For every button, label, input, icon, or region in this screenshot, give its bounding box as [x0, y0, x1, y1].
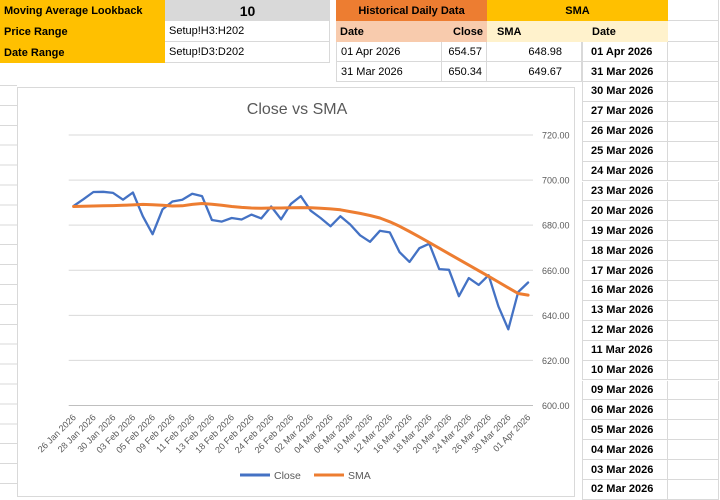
sma-date-cell[interactable]: 04 Mar 2026	[582, 440, 668, 461]
y-axis-tick-label: 640.00	[542, 311, 570, 321]
empty-cell[interactable]	[668, 480, 719, 500]
sma-date-cell[interactable]: 30 Mar 2026	[582, 82, 668, 102]
empty-cell[interactable]	[668, 82, 719, 102]
sma-date-cell[interactable]: 03 Mar 2026	[582, 460, 668, 480]
series-line-sma	[72, 202, 530, 297]
historical-daily-data-header[interactable]: Historical Daily Data	[336, 0, 487, 21]
legend-label-close[interactable]: Close	[274, 470, 301, 482]
sma-value-cell[interactable]: 649.67	[487, 62, 582, 82]
empty-cell[interactable]	[668, 400, 719, 421]
sma-date-cell[interactable]: 20 Mar 2026	[582, 201, 668, 222]
sma-header[interactable]: SMA	[487, 0, 668, 21]
sma-date-cell[interactable]: 10 Mar 2026	[582, 360, 668, 381]
y-axis-tick-label: 720.00	[542, 131, 570, 141]
chart-canvas: 720.00 700.00 680.00 660.00 640.00 620.00 600.…	[36, 101, 570, 482]
empty-cell[interactable]	[668, 101, 719, 122]
sma-date-cell[interactable]: 24 Mar 2026	[582, 161, 668, 182]
empty-cell[interactable]	[668, 360, 719, 381]
historical-date-cell[interactable]: 01 Apr 2026	[336, 42, 442, 62]
chart-title: Close vs SMA	[247, 101, 348, 118]
series-line-close	[72, 190, 530, 331]
historical-date-column-header[interactable]: Date	[336, 21, 442, 42]
empty-cell[interactable]	[668, 221, 719, 242]
sma-date-cell[interactable]: 31 Mar 2026	[582, 62, 668, 82]
y-axis-tick-label: 700.00	[542, 176, 570, 186]
sma-date-cell[interactable]: 19 Mar 2026	[582, 221, 668, 242]
sma-date-cell[interactable]: 17 Mar 2026	[582, 261, 668, 281]
sma-date-cell[interactable]: 13 Mar 2026	[582, 300, 668, 321]
config-label-lookback[interactable]: Moving Average Lookback	[0, 0, 165, 21]
empty-cell[interactable]	[668, 181, 719, 202]
historical-close-column-header[interactable]: Close	[442, 21, 487, 42]
sma-value-cell[interactable]: 648.98	[487, 42, 582, 62]
empty-cell[interactable]	[668, 42, 719, 62]
sma-value-column-header[interactable]: SMA	[487, 21, 582, 42]
empty-cell[interactable]	[668, 0, 719, 21]
sma-date-cell[interactable]: 23 Mar 2026	[582, 181, 668, 202]
y-axis-tick-label: 660.00	[542, 266, 570, 276]
historical-date-cell[interactable]: 31 Mar 2026	[336, 62, 442, 82]
empty-cell[interactable]	[668, 241, 719, 262]
empty-cell[interactable]	[668, 62, 719, 82]
y-axis-tick-label: 680.00	[542, 221, 570, 231]
sma-date-cell[interactable]: 11 Mar 2026	[582, 340, 668, 361]
empty-cell[interactable]	[668, 340, 719, 361]
config-value-lookback[interactable]: 10	[165, 0, 330, 21]
historical-close-cell[interactable]: 654.57	[442, 42, 487, 62]
close-vs-sma-chart[interactable]: 720.00 700.00 680.00 660.00 640.00 620.00 600.…	[17, 87, 575, 497]
historical-close-cell[interactable]: 650.34	[442, 62, 487, 82]
y-axis-tick-label: 600.00	[542, 401, 570, 411]
legend-label-sma[interactable]: SMA	[348, 470, 371, 482]
empty-cell[interactable]	[668, 21, 719, 42]
sma-date-cell[interactable]: 09 Mar 2026	[582, 380, 668, 401]
config-label-date-range[interactable]: Date Range	[0, 42, 165, 63]
sma-date-cell[interactable]: 05 Mar 2026	[582, 420, 668, 441]
sma-date-cell[interactable]: 06 Mar 2026	[582, 400, 668, 421]
empty-cell[interactable]	[668, 141, 719, 162]
config-value-date-range[interactable]: Setup!D3:D202	[165, 42, 330, 63]
sma-date-cell[interactable]: 02 Mar 2026	[582, 480, 668, 500]
empty-cell[interactable]	[668, 161, 719, 182]
sma-date-cell[interactable]: 16 Mar 2026	[582, 281, 668, 301]
empty-cell[interactable]	[668, 261, 719, 281]
empty-cell[interactable]	[668, 440, 719, 461]
empty-cell[interactable]	[668, 380, 719, 401]
config-value-price-range[interactable]: Setup!H3:H202	[165, 21, 330, 42]
sma-date-cell[interactable]: 12 Mar 2026	[582, 320, 668, 341]
empty-cell[interactable]	[668, 320, 719, 341]
sma-date-cell[interactable]: 01 Apr 2026	[582, 42, 668, 62]
sma-date-cell[interactable]: 25 Mar 2026	[582, 141, 668, 162]
empty-cell[interactable]	[668, 300, 719, 321]
sma-date-column-header[interactable]: Date	[582, 21, 668, 42]
config-label-price-range[interactable]: Price Range	[0, 21, 165, 42]
empty-cell[interactable]	[668, 281, 719, 301]
empty-cell[interactable]	[668, 121, 719, 142]
empty-cell[interactable]	[668, 201, 719, 222]
spreadsheet-gridlines	[0, 85, 17, 498]
sma-date-cell[interactable]: 26 Mar 2026	[582, 121, 668, 142]
empty-cell[interactable]	[668, 460, 719, 480]
sma-date-cell[interactable]: 27 Mar 2026	[582, 101, 668, 122]
empty-cell[interactable]	[668, 420, 719, 441]
y-axis-tick-label: 620.00	[542, 356, 570, 366]
sma-date-cell[interactable]: 18 Mar 2026	[582, 241, 668, 262]
